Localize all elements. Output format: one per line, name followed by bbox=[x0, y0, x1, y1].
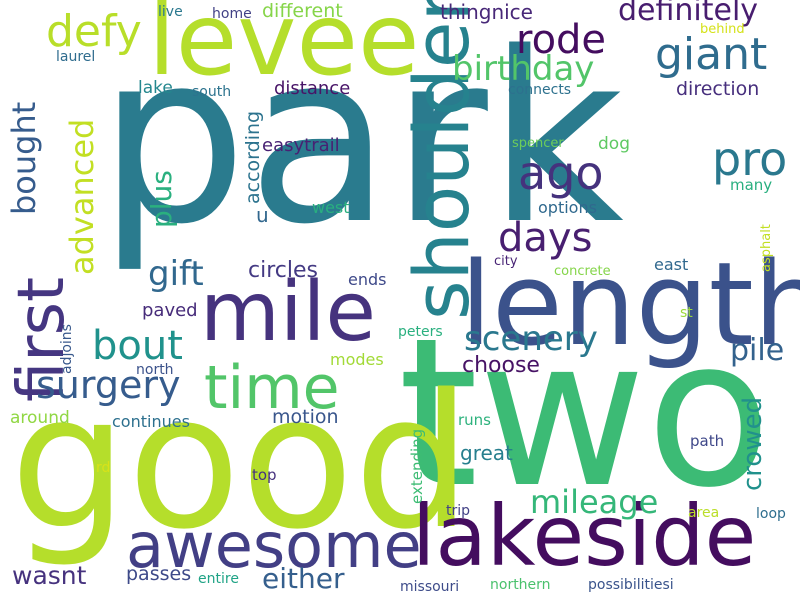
word-many: many bbox=[730, 176, 773, 194]
word-possibilitiesi: possibilitiesi bbox=[588, 577, 674, 593]
word-concrete: concrete bbox=[554, 264, 611, 279]
word-north: north bbox=[136, 362, 174, 378]
word-modes: modes bbox=[330, 350, 384, 369]
word-advanced: advanced bbox=[63, 118, 101, 275]
word-st: st bbox=[680, 305, 693, 321]
word-direction: direction bbox=[676, 78, 760, 100]
word-path: path bbox=[690, 432, 725, 450]
word-south: south bbox=[192, 84, 232, 100]
word-pro: pro bbox=[712, 132, 788, 186]
word-bought: bought bbox=[5, 101, 43, 215]
word-rode: rode bbox=[516, 17, 607, 63]
word-pile: pile bbox=[730, 333, 785, 368]
word-runs: runs bbox=[458, 411, 491, 429]
word-bout: bout bbox=[92, 323, 183, 369]
word-days: days bbox=[498, 215, 593, 261]
word-defy: defy bbox=[46, 6, 142, 57]
word-ago: ago bbox=[518, 146, 604, 200]
word-rd: rd bbox=[96, 460, 111, 476]
word-continues: continues bbox=[112, 412, 190, 431]
word-passes: passes bbox=[126, 563, 192, 585]
word-easytrail: easytrail bbox=[262, 135, 340, 156]
word-according: according bbox=[242, 110, 264, 204]
word-dog: dog bbox=[598, 134, 630, 154]
word-peters: peters bbox=[398, 324, 443, 340]
word-wasnt: wasnt bbox=[12, 561, 87, 590]
word-laurel: laurel bbox=[56, 49, 96, 65]
word-length: length bbox=[460, 238, 800, 372]
word-definitely: definitely bbox=[618, 0, 759, 28]
word-crowed: crowed bbox=[738, 396, 768, 491]
word-either: either bbox=[262, 562, 345, 595]
word-connects: connects bbox=[508, 82, 572, 98]
word-asphalt: asphalt bbox=[759, 224, 774, 272]
word-trip: trip bbox=[446, 503, 471, 519]
word-awesome: awesome bbox=[126, 509, 422, 582]
word-east: east bbox=[654, 255, 689, 274]
word-scenery: scenery bbox=[464, 319, 598, 359]
word-thingnice: thingnice bbox=[440, 0, 533, 24]
word-park: park bbox=[98, 3, 624, 276]
word-around: around bbox=[10, 408, 70, 428]
word-city: city bbox=[494, 254, 518, 269]
word-mile: mile bbox=[200, 265, 376, 360]
word-northern: northern bbox=[490, 577, 551, 593]
word-two: two bbox=[398, 295, 772, 533]
word-surgery: surgery bbox=[36, 363, 181, 407]
word-live: live bbox=[158, 4, 183, 20]
word-plus: plus bbox=[145, 170, 178, 228]
word-shoulder: shoulder bbox=[397, 0, 486, 320]
word-loop: loop bbox=[756, 506, 786, 522]
word-west: west bbox=[312, 198, 350, 217]
word-gift: gift bbox=[148, 254, 204, 294]
word-great: great bbox=[460, 441, 513, 465]
word-circles: circles bbox=[248, 258, 318, 283]
word-distance: distance bbox=[274, 78, 351, 99]
word-levee: levee bbox=[148, 0, 420, 98]
word-extending: extending bbox=[408, 428, 426, 504]
word-paved: paved bbox=[142, 300, 198, 321]
word-top: top bbox=[252, 466, 277, 484]
word-motion: motion bbox=[272, 406, 339, 428]
word-behind: behind bbox=[700, 22, 745, 37]
word-choose: choose bbox=[462, 353, 540, 378]
word-spencer: spencer bbox=[512, 136, 564, 151]
word-lakeside: lakeside bbox=[412, 487, 757, 585]
word-ends: ends bbox=[348, 270, 387, 289]
word-entire: entire bbox=[198, 571, 239, 587]
word-home: home bbox=[212, 6, 252, 22]
word-time: time bbox=[204, 353, 340, 423]
word-u: u bbox=[256, 203, 269, 227]
word-area: area bbox=[688, 505, 720, 521]
word-lake: lake bbox=[138, 78, 173, 98]
word-birthday: birthday bbox=[452, 49, 595, 89]
word-options: options bbox=[538, 198, 597, 217]
word-different: different bbox=[262, 0, 343, 22]
word-mileage: mileage bbox=[530, 483, 659, 521]
word-giant: giant bbox=[655, 29, 768, 80]
word-missouri: missouri bbox=[400, 579, 460, 595]
word-good: good bbox=[10, 354, 472, 570]
word-adjoins: adjoins bbox=[59, 324, 75, 374]
